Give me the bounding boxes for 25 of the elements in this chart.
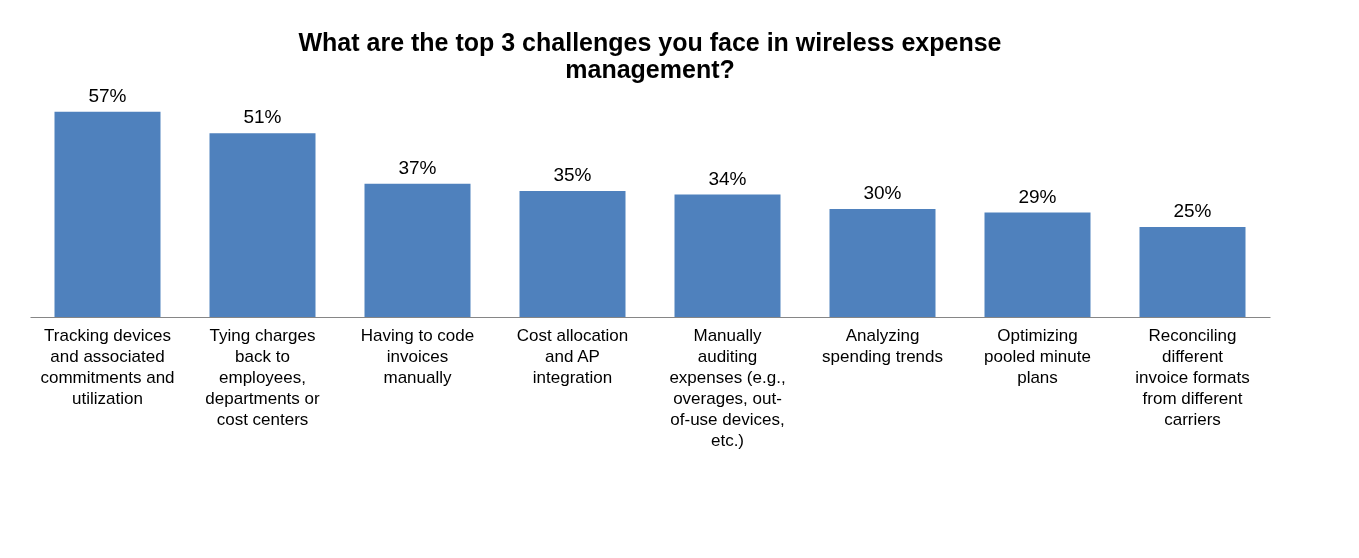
bar [829,208,936,317]
bar [364,183,471,317]
bar [519,190,626,317]
x-tick-label: Manually auditing expenses (e.g., overages, out-of-use devices, etc.) [669,325,786,450]
data-label: 35% [553,163,592,185]
chart-title: What are the top 3 challenges you face in wireless expense management? [298,27,1002,83]
x-tick-label: Cost allocation and AP integration [516,325,629,387]
data-label: 25% [1173,199,1212,221]
bar [209,133,316,317]
x-tick-label: Optimizing pooled minute plans [984,325,1091,387]
data-label: 29% [1018,185,1057,207]
x-tick-label: Tracking devices and associated commitments and utilization [40,325,175,408]
bar [1139,226,1246,317]
data-label: 34% [708,167,747,189]
bar [54,111,161,317]
data-label: 57% [88,84,127,106]
x-tick-label: Having to code invoices manually [360,325,475,387]
data-label: 30% [863,181,902,203]
bar [674,194,781,317]
x-tick-label: Tying charges back to employees, departments or cost centers [205,325,320,429]
data-label: 37% [398,156,437,178]
bar [984,212,1091,317]
x-tick-label: Reconciling different invoice formats from different carriers [1135,325,1250,429]
data-label: 51% [243,106,282,128]
x-tick-label: Analyzing spending trends [822,325,943,366]
